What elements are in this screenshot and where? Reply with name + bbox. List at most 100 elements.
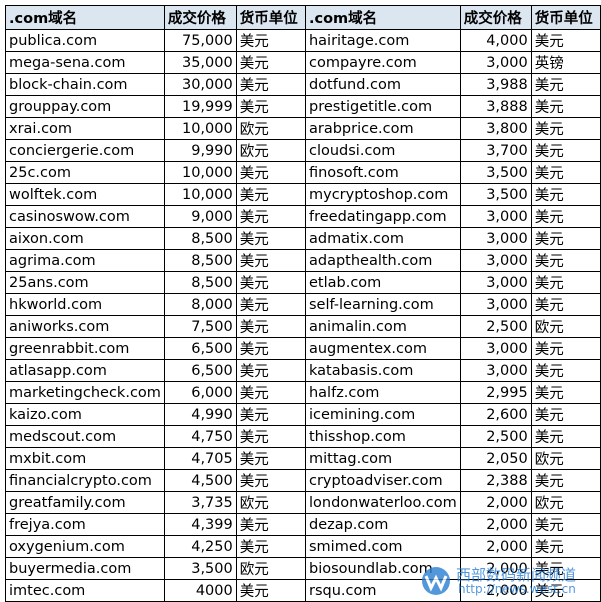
price-cell: 3,000 [459, 227, 532, 250]
domain-cell: augmentex.com [304, 337, 461, 360]
currency-cell: 美元 [530, 359, 601, 382]
domain-cell: agrima.com [5, 249, 165, 272]
price-cell: 2,000 [459, 513, 532, 536]
currency-cell: 美元 [235, 51, 306, 74]
currency-cell: 美元 [235, 513, 306, 536]
currency-cell: 美元 [530, 205, 601, 228]
table-row: publica.com 75,000 美元 hairitage.com 4,000 美元 [5, 29, 601, 52]
domain-cell: aniworks.com [5, 315, 165, 338]
header-cell: 成交价格 [459, 5, 532, 30]
table-row: marketingcheck.com 6,000 美元 halfz.com 2,995 美… [5, 381, 601, 404]
price-cell: 3,000 [459, 359, 532, 382]
currency-cell: 美元 [530, 117, 601, 140]
currency-cell: 欧元 [235, 139, 306, 162]
currency-cell: 欧元 [235, 557, 306, 580]
currency-cell: 美元 [530, 29, 601, 52]
domain-cell: grouppay.com [5, 95, 165, 118]
currency-cell: 美元 [235, 579, 306, 602]
price-cell: 6,500 [163, 337, 237, 360]
price-cell: 3,500 [459, 183, 532, 206]
currency-cell: 英镑 [530, 51, 601, 74]
table-row: hkworld.com 8,000 美元 self-learning.com 3,000… [5, 293, 601, 316]
header-row: .com域名 成交价格 货币单位 .com域名 成交价格 货币单位 [5, 5, 601, 30]
domain-cell: atlasapp.com [5, 359, 165, 382]
currency-cell: 美元 [530, 95, 601, 118]
currency-cell: 美元 [530, 403, 601, 426]
table-body: publica.com 75,000 美元 hairitage.com 4,000 美元 m… [5, 29, 601, 602]
domain-cell: greatfamily.com [5, 491, 165, 514]
currency-cell: 美元 [530, 425, 601, 448]
domain-cell: katabasis.com [304, 359, 461, 382]
price-cell: 4,399 [163, 513, 237, 536]
currency-cell: 美元 [235, 359, 306, 382]
table-row: greenrabbit.com 6,500 美元 augmentex.com 3,000… [5, 337, 601, 360]
domain-cell: cloudsi.com [304, 139, 461, 162]
table-row: aniworks.com 7,500 美元 animalin.com 2,500 欧元 [5, 315, 601, 338]
price-cell: 4,250 [163, 535, 237, 558]
domain-cell: oxygenium.com [5, 535, 165, 558]
price-cell: 10,000 [163, 117, 237, 140]
currency-cell: 美元 [235, 95, 306, 118]
domain-cell: 25ans.com [5, 271, 165, 294]
price-cell: 3,500 [163, 557, 237, 580]
price-cell: 3,000 [459, 205, 532, 228]
table-row: xrai.com 10,000 欧元 arabprice.com 3,800 美元 [5, 117, 601, 140]
domain-cell: kaizo.com [5, 403, 165, 426]
header-cell: .com域名 [304, 5, 461, 30]
currency-cell: 美元 [235, 227, 306, 250]
price-cell: 3,000 [459, 249, 532, 272]
currency-cell: 美元 [530, 73, 601, 96]
currency-cell: 欧元 [530, 491, 601, 514]
domain-cell: compayre.com [304, 51, 461, 74]
currency-cell: 美元 [235, 337, 306, 360]
price-cell: 3,000 [459, 51, 532, 74]
table-row: oxygenium.com 4,250 美元 smimed.com 2,000 美元 [5, 535, 601, 558]
table-row: grouppay.com 19,999 美元 prestigetitle.com 3,8… [5, 95, 601, 118]
price-cell: 3,988 [459, 73, 532, 96]
domain-cell: block-chain.com [5, 73, 165, 96]
domain-cell: mega-sena.com [5, 51, 165, 74]
price-cell: 9,990 [163, 139, 237, 162]
currency-cell: 美元 [530, 227, 601, 250]
table-row: frejya.com 4,399 美元 dezap.com 2,000 美元 [5, 513, 601, 536]
price-cell: 8,500 [163, 249, 237, 272]
header-cell: .com域名 [5, 5, 165, 30]
domain-cell: etlab.com [304, 271, 461, 294]
price-cell: 4000 [163, 579, 237, 602]
domain-cell: frejya.com [5, 513, 165, 536]
currency-cell: 美元 [530, 513, 601, 536]
domain-cell: prestigetitle.com [304, 95, 461, 118]
currency-cell: 美元 [530, 293, 601, 316]
price-cell: 10,000 [163, 161, 237, 184]
table-row: casinoswow.com 9,000 美元 freedatingapp.com 3,… [5, 205, 601, 228]
table-row: mega-sena.com 35,000 美元 compayre.com 3,000 英镑 [5, 51, 601, 74]
table-row: agrima.com 8,500 美元 adapthealth.com 3,000 美元 [5, 249, 601, 272]
price-cell: 3,000 [459, 271, 532, 294]
watermark-title: 西部数码新闻频道 [456, 566, 577, 584]
domain-cell: casinoswow.com [5, 205, 165, 228]
domain-cell: greenrabbit.com [5, 337, 165, 360]
domain-cell: mxbit.com [5, 447, 165, 470]
table-row: wolftek.com 10,000 美元 mycryptoshop.com 3,500… [5, 183, 601, 206]
price-cell: 6,000 [163, 381, 237, 404]
domain-cell: hkworld.com [5, 293, 165, 316]
currency-cell: 美元 [530, 337, 601, 360]
price-cell: 3,888 [459, 95, 532, 118]
table-row: buyermedia.com 3,500 欧元 biosoundlab.com 2,00… [5, 557, 601, 580]
domain-cell: rsqu.com [304, 579, 461, 602]
price-cell: 4,705 [163, 447, 237, 470]
domain-cell: thisshop.com [304, 425, 461, 448]
domain-cell: marketingcheck.com [5, 381, 165, 404]
currency-cell: 美元 [530, 381, 601, 404]
domain-cell: dotfund.com [304, 73, 461, 96]
table-row: medscout.com 4,750 美元 thisshop.com 2,500 美元 [5, 425, 601, 448]
table-row: kaizo.com 4,990 美元 icemining.com 2,600 美元 [5, 403, 601, 426]
header-cell: 成交价格 [163, 5, 237, 30]
price-cell: 8,500 [163, 227, 237, 250]
currency-cell: 美元 [235, 73, 306, 96]
domain-cell: publica.com [5, 29, 165, 52]
domain-cell: aixon.com [5, 227, 165, 250]
domain-cell: cryptoadviser.com [304, 469, 461, 492]
currency-cell: 美元 [235, 205, 306, 228]
table-row: aixon.com 8,500 美元 admatix.com 3,000 美元 [5, 227, 601, 250]
